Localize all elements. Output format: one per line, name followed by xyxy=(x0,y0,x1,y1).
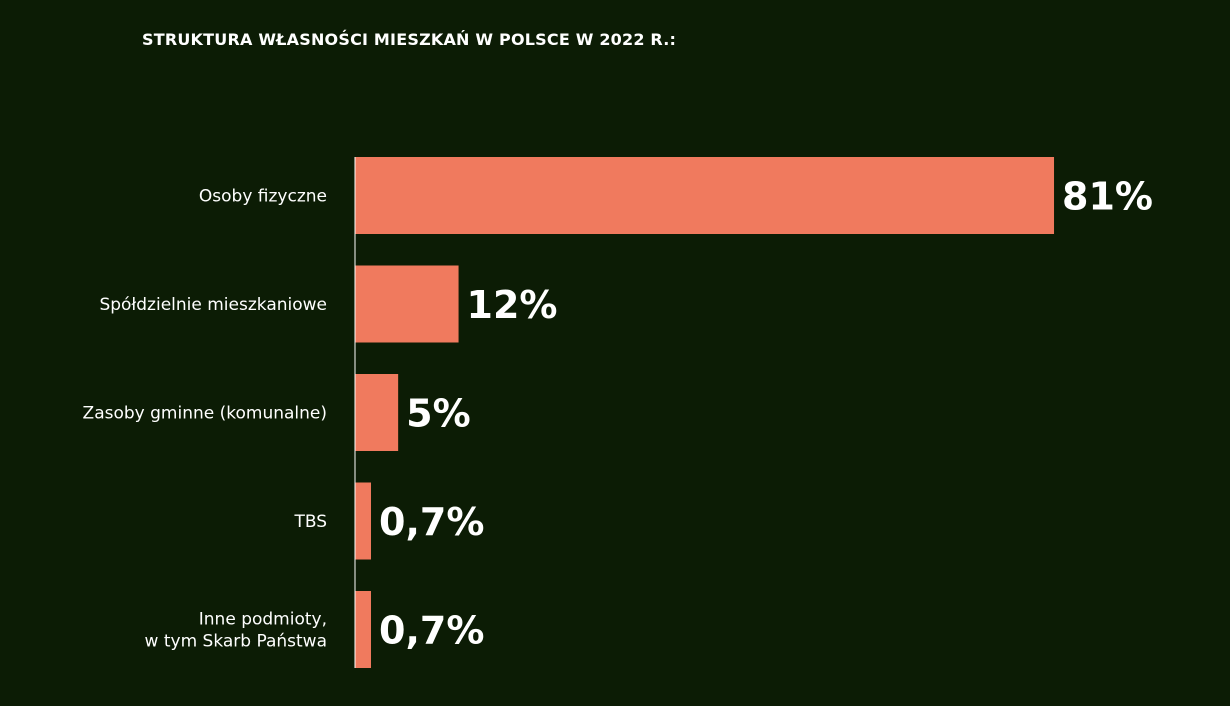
category-label: w tym Skarb Państwa xyxy=(145,632,327,652)
value-label: 0,7% xyxy=(379,609,484,653)
bar xyxy=(355,265,459,343)
category-label: TBS xyxy=(293,512,327,532)
chart-title: STRUKTURA WŁASNOŚCI MIESZKAŃ W POLSCE W … xyxy=(142,30,677,49)
bar xyxy=(355,482,371,560)
bar xyxy=(355,591,371,668)
category-label: Zasoby gminne (komunalne) xyxy=(83,404,327,424)
category-label: Spółdzielnie mieszkaniowe xyxy=(99,295,327,315)
bar xyxy=(355,374,399,451)
value-label: 5% xyxy=(406,392,471,436)
category-label: Osoby fizyczne xyxy=(199,187,327,207)
value-label: 12% xyxy=(467,283,558,327)
value-label: 81% xyxy=(1062,175,1153,219)
value-label: 0,7% xyxy=(379,500,484,544)
category-label: Inne podmioty, xyxy=(199,610,327,630)
bar xyxy=(355,157,1055,234)
